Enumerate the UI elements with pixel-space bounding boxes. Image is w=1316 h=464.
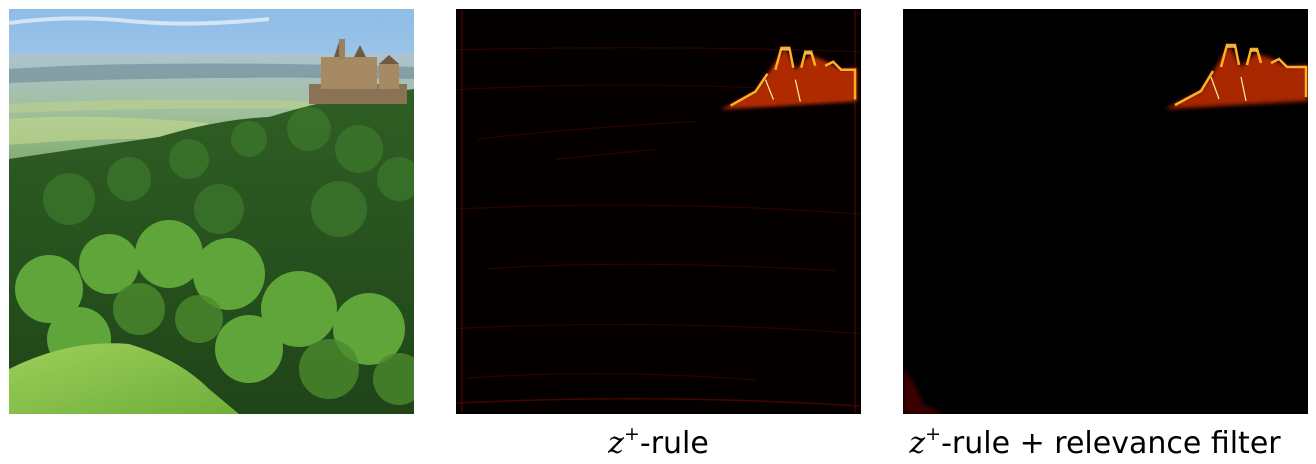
heatmap-z-plus-rule-relevance-filter xyxy=(903,9,1308,414)
caption-text: -rule + relevance filter xyxy=(941,426,1281,461)
caption-text: -rule xyxy=(639,426,709,461)
caption-z-plus-rule: z+-rule xyxy=(456,414,861,461)
caption-math-symbol: z xyxy=(909,426,926,461)
caption-z-plus-rule-relevance-filter: z+-rule + relevance filter xyxy=(880,414,1310,461)
caption-superscript: + xyxy=(925,423,942,445)
caption-superscript: + xyxy=(623,423,640,445)
heatmap-z-plus-rule xyxy=(456,9,861,414)
input-photo xyxy=(9,9,414,414)
caption-math-symbol: z xyxy=(608,426,624,461)
